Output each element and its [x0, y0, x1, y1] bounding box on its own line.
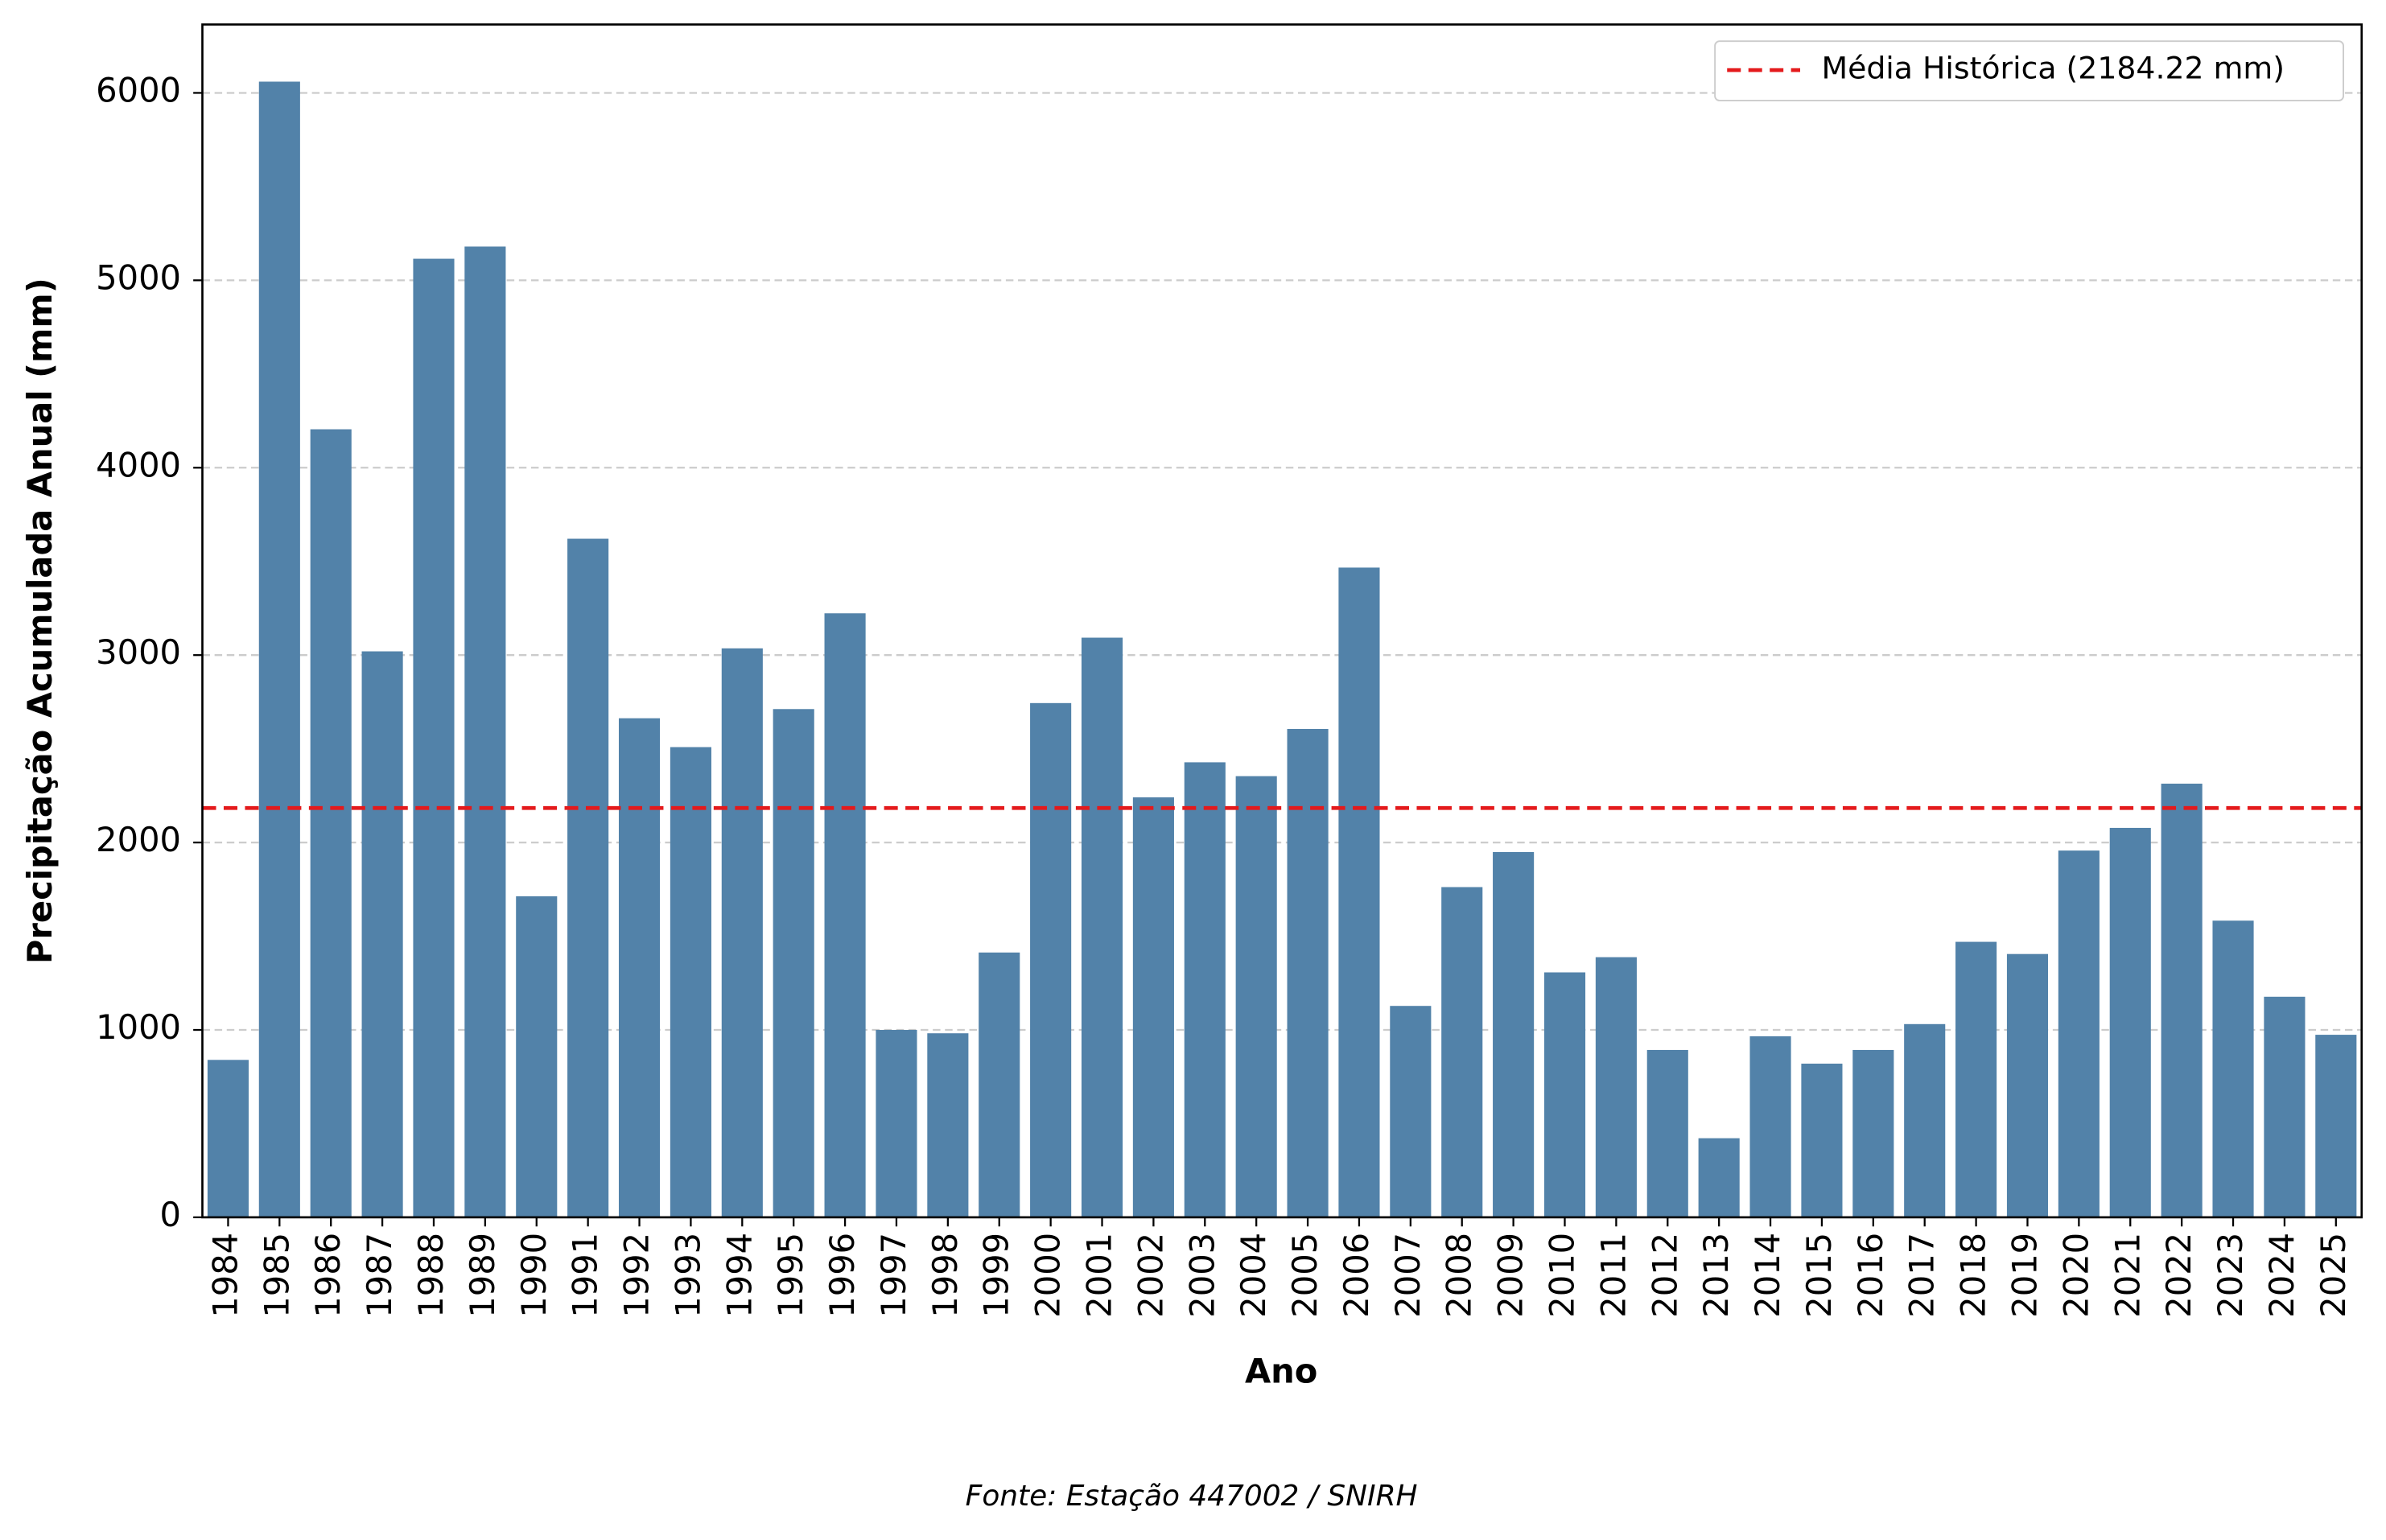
- bar: [1081, 637, 1123, 1217]
- x-tick-label: 1999: [977, 1233, 1016, 1318]
- bar: [1287, 728, 1329, 1217]
- x-tick-label: 2004: [1234, 1233, 1273, 1318]
- x-tick-label: 2011: [1593, 1233, 1633, 1318]
- legend-box: [1714, 40, 2344, 101]
- bar: [979, 952, 1020, 1217]
- bar: [2212, 920, 2254, 1217]
- x-tick-label: 2005: [1285, 1233, 1325, 1318]
- x-tick-label: 2008: [1440, 1233, 1479, 1318]
- bar: [2315, 1035, 2357, 1217]
- bar: [1852, 1049, 1894, 1217]
- x-tick-label: 2014: [1748, 1233, 1787, 1318]
- bar: [413, 258, 455, 1217]
- bar: [567, 538, 609, 1217]
- x-tick-label: 2007: [1388, 1233, 1428, 1318]
- x-tick-label: 1996: [822, 1233, 862, 1318]
- bar: [721, 648, 763, 1217]
- x-tick-label: 1997: [874, 1233, 913, 1318]
- bar: [2161, 783, 2203, 1217]
- x-tick-label: 2025: [2314, 1233, 2353, 1318]
- bar: [1030, 702, 1072, 1217]
- bar: [361, 651, 403, 1217]
- x-axis-title: Ano: [1245, 1352, 1317, 1391]
- bar: [773, 709, 814, 1217]
- x-tick-label: 1984: [205, 1233, 245, 1318]
- x-tick-label: 2000: [1028, 1233, 1068, 1318]
- bar: [1338, 567, 1380, 1217]
- bar: [1646, 1049, 1688, 1217]
- bar: [2109, 827, 2151, 1217]
- x-tick-label: 2017: [1902, 1233, 1942, 1318]
- y-tick-label: 6000: [96, 70, 181, 109]
- x-tick-label: 2003: [1182, 1233, 1222, 1318]
- x-tick-label: 2023: [2211, 1233, 2250, 1318]
- y-tick-label: 5000: [96, 257, 181, 297]
- x-tick-label: 2021: [2108, 1233, 2147, 1318]
- bar: [310, 429, 352, 1217]
- x-tick-label: 1985: [257, 1233, 296, 1318]
- x-tick-label: 2022: [2159, 1233, 2198, 1318]
- bar: [670, 747, 711, 1217]
- bar: [516, 896, 558, 1217]
- y-tick-label: 4000: [96, 445, 181, 484]
- x-tick-label: 2001: [1080, 1233, 1119, 1318]
- bar: [1749, 1036, 1791, 1217]
- x-tick-label: 1989: [463, 1233, 502, 1318]
- y-axis-title: Precipitação Acumulada Anual (mm): [20, 278, 60, 964]
- bar: [1904, 1023, 1946, 1217]
- bar: [2264, 996, 2306, 1217]
- bar: [1132, 797, 1174, 1217]
- bar: [1595, 957, 1637, 1217]
- x-tick-label: 2009: [1491, 1233, 1531, 1318]
- bar: [1698, 1138, 1740, 1217]
- bar: [1441, 887, 1483, 1217]
- y-tick-label: 3000: [96, 632, 181, 672]
- x-tick-label: 1988: [411, 1233, 451, 1318]
- x-tick-label: 2016: [1851, 1233, 1890, 1318]
- x-tick-label: 1998: [925, 1233, 965, 1318]
- x-tick-label: 1995: [771, 1233, 810, 1318]
- bar: [2058, 850, 2100, 1217]
- bar: [1955, 941, 1997, 1217]
- x-tick-label: 1991: [566, 1233, 605, 1318]
- x-tick-label: 2019: [2005, 1233, 2044, 1318]
- x-tick-label: 2012: [1645, 1233, 1684, 1318]
- bar: [1235, 776, 1277, 1217]
- x-tick-label: 2013: [1696, 1233, 1736, 1318]
- x-tick-label: 2018: [1954, 1233, 1993, 1318]
- bar: [618, 718, 661, 1217]
- y-tick-label: 2000: [96, 820, 181, 859]
- bar: [207, 1060, 249, 1217]
- bar: [258, 81, 300, 1217]
- bar: [1543, 972, 1586, 1217]
- bar: [1184, 762, 1226, 1217]
- x-tick-label: 1987: [360, 1233, 399, 1318]
- x-tick-label: 2024: [2262, 1233, 2302, 1318]
- bar: [824, 613, 866, 1217]
- bar: [464, 246, 506, 1217]
- x-tick-label: 1993: [668, 1233, 707, 1318]
- bar: [876, 1030, 917, 1217]
- bar: [1801, 1063, 1843, 1217]
- plot-frame: [201, 23, 2363, 1219]
- x-tick-label: 2006: [1337, 1233, 1376, 1318]
- x-tick-label: 2002: [1131, 1233, 1170, 1318]
- x-tick-label: 2020: [2056, 1233, 2095, 1318]
- x-tick-label: 2015: [1799, 1233, 1839, 1318]
- x-tick-label: 1990: [514, 1233, 554, 1318]
- bar: [1493, 851, 1535, 1217]
- bar: [927, 1033, 969, 1217]
- y-tick-label: 1000: [96, 1007, 181, 1047]
- x-tick-label: 1986: [308, 1233, 348, 1318]
- source-note: Fonte: Estação 447002 / SNIRH: [966, 1480, 1418, 1513]
- bar: [1390, 1006, 1432, 1217]
- y-tick-label: 0: [160, 1195, 181, 1234]
- x-tick-label: 1992: [617, 1233, 657, 1318]
- x-tick-label: 1994: [719, 1233, 759, 1318]
- bar: [2006, 953, 2049, 1217]
- x-tick-label: 2010: [1542, 1233, 1581, 1318]
- legend-label: Média Histórica (2184.22 mm): [1821, 51, 2285, 86]
